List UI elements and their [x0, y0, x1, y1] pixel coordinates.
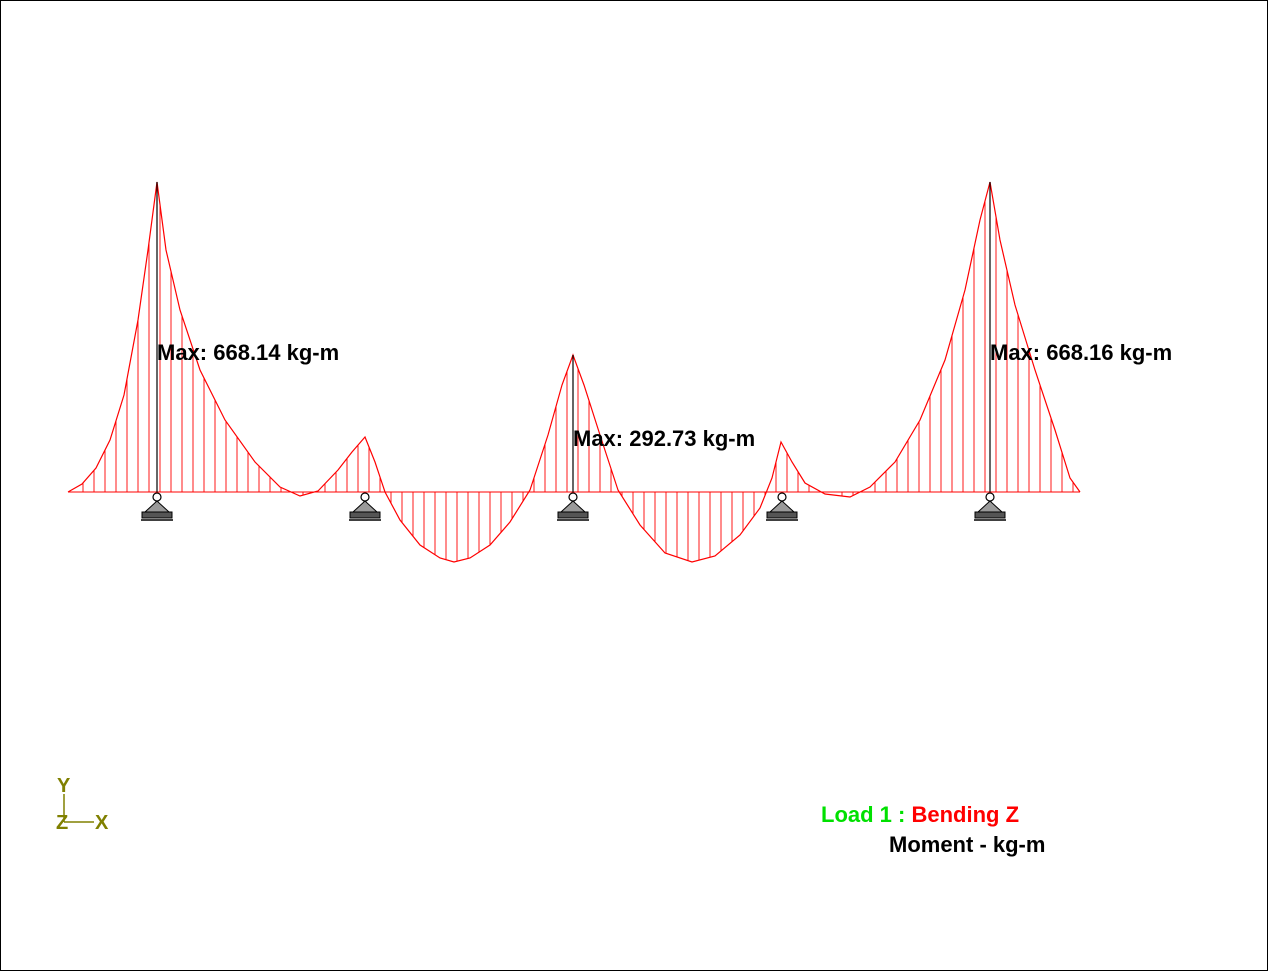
pinned-support-icon	[557, 492, 589, 521]
pinned-support-icon	[974, 492, 1006, 521]
axis-triad	[63, 794, 94, 823]
pinned-support-icon	[766, 492, 798, 521]
axis-label-x: X	[95, 812, 109, 834]
pinned-support-icon	[349, 492, 381, 521]
max-label-center: Max: 292.73 kg-m	[573, 426, 756, 451]
moment-curve	[67, 181, 1081, 563]
supports	[141, 492, 1006, 521]
max-label-left: Max: 668.14 kg-m	[157, 340, 340, 365]
legend-result-name: Bending Z	[911, 802, 1020, 827]
axis-label-z: Z	[56, 812, 69, 834]
max-label-right: Max: 668.16 kg-m	[990, 340, 1173, 365]
legend-load-name: Load 1 :	[821, 802, 906, 827]
legend-title: Load 1 : Bending Z	[821, 802, 1019, 828]
support-moment-lines	[156, 182, 991, 492]
legend-units: Moment - kg-m	[889, 832, 1046, 857]
diagram-hatching	[82, 201, 1074, 562]
pinned-support-icon	[141, 492, 173, 521]
axis-label-y: Y	[57, 775, 71, 797]
